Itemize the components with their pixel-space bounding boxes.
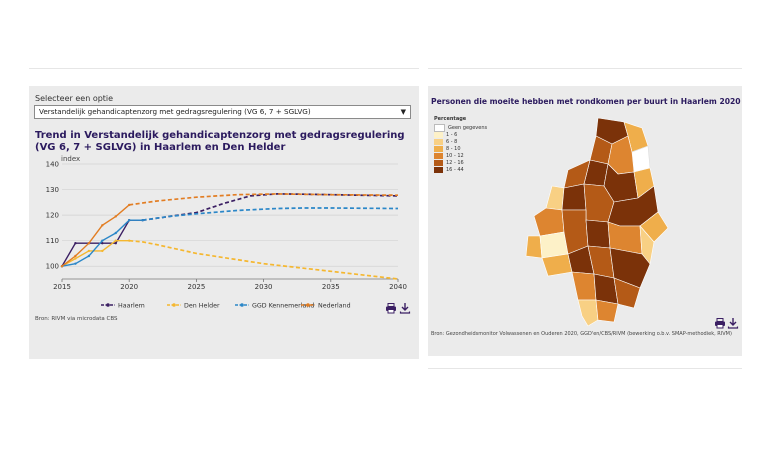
x-tick-label: 2040 — [389, 283, 407, 291]
legend-swatch — [434, 131, 443, 138]
x-tick-label: 2030 — [255, 283, 273, 291]
data-point — [101, 242, 104, 245]
dropdown-value: Verstandelijk gehandicaptenzorg met gedr… — [39, 107, 311, 116]
legend-swatch — [434, 145, 443, 152]
x-tick-label: 2015 — [53, 283, 71, 291]
series-line-projected — [129, 239, 399, 280]
bottom-divider-right — [428, 368, 742, 369]
data-point — [87, 254, 91, 258]
haarlem-map — [525, 117, 669, 327]
legend-title: Percentage — [434, 116, 467, 122]
legend-label: 12 - 16 — [446, 159, 464, 166]
legend-item[interactable]: Haarlem — [101, 303, 145, 310]
download-icon[interactable] — [399, 302, 411, 314]
legend-label: 1 - 6 — [446, 131, 458, 138]
legend-label: Haarlem — [118, 303, 145, 310]
chart-source: Bron: RIVM via microdata CBS — [35, 316, 118, 322]
legend-marker — [240, 303, 244, 307]
top-divider-left — [29, 68, 419, 69]
top-divider-right — [428, 68, 742, 69]
map-source: Bron: Gezondheidsmonitor Volwassenen en … — [431, 331, 732, 337]
data-point — [74, 262, 77, 265]
legend-item: 1 - 6 — [434, 131, 487, 138]
y-tick-label: 110 — [46, 237, 59, 245]
print-icon[interactable] — [385, 302, 397, 314]
legend-item[interactable]: GGD Kennemerland — [235, 303, 314, 310]
legend-marker — [306, 303, 310, 307]
option-dropdown[interactable]: Verstandelijk gehandicaptenzorg met gedr… — [34, 105, 411, 119]
legend-label: GGD Kennemerland — [252, 303, 314, 310]
y-tick-label: 100 — [46, 263, 59, 271]
legend-item: 8 - 10 — [434, 145, 487, 152]
data-point — [114, 239, 117, 242]
series-line-observed — [61, 204, 130, 267]
y-tick-label: 130 — [46, 186, 59, 194]
data-point — [60, 265, 64, 268]
legend-label: Den Helder — [184, 303, 220, 310]
series-line-projected — [129, 193, 399, 206]
print-icon[interactable] — [714, 317, 726, 329]
legend-item[interactable]: Den Helder — [167, 303, 220, 310]
x-tick-label: 2025 — [187, 283, 205, 291]
legend-label: 8 - 10 — [446, 145, 461, 152]
x-tick-label: 2020 — [120, 283, 138, 291]
legend-item[interactable]: Nederland — [301, 303, 351, 310]
chart-title: Trend in Verstandelijk gehandicaptenzorg… — [35, 130, 405, 153]
data-point — [101, 249, 104, 253]
series-line-projected — [142, 193, 399, 222]
data-point — [114, 242, 117, 245]
legend-item: Geen gegevens — [434, 123, 488, 132]
data-point — [101, 239, 104, 242]
data-point — [114, 231, 117, 235]
legend-swatch — [434, 166, 443, 173]
legend-label: Nederland — [318, 303, 351, 310]
legend-item: 12 - 16 — [434, 159, 487, 166]
legend-label: 16 - 44 — [446, 166, 464, 173]
data-point — [87, 242, 91, 245]
legend-swatch — [434, 152, 443, 159]
series-line-observed — [61, 240, 130, 267]
data-point — [101, 224, 104, 227]
download-icon[interactable] — [727, 317, 739, 329]
legend-label: 6 - 8 — [446, 138, 458, 145]
data-point — [74, 257, 77, 260]
legend-label: 10 - 12 — [446, 152, 464, 159]
map-title: Personen die moeite hebben met rondkomen… — [431, 97, 741, 106]
data-point — [114, 215, 117, 218]
legend-item: 16 - 44 — [434, 166, 487, 173]
y-tick-label: 120 — [46, 212, 59, 220]
legend-item: 10 - 12 — [434, 152, 487, 159]
legend-swatch — [434, 123, 445, 132]
data-point — [128, 219, 131, 222]
series-line-projected — [142, 207, 399, 222]
y-tick-label: 140 — [46, 161, 59, 169]
x-tick-label: 2035 — [322, 283, 340, 291]
legend-swatch — [434, 159, 443, 166]
map-panel: Personen die moeite hebben met rondkomen… — [428, 86, 742, 356]
trend-chart-panel: Selecteer een optie Verstandelijk gehand… — [29, 86, 419, 359]
legend-marker — [172, 303, 176, 307]
neighbourhood-polygons — [525, 117, 669, 327]
legend-marker — [106, 303, 110, 307]
legend-swatch — [434, 138, 443, 145]
data-point — [74, 242, 77, 245]
data-point — [74, 254, 77, 258]
chevron-down-icon: ▼ — [400, 108, 406, 116]
data-point — [87, 249, 91, 253]
legend-item: 6 - 8 — [434, 138, 487, 145]
select-label: Selecteer een optie — [35, 94, 114, 103]
legend-label: Geen gegevens — [448, 124, 488, 131]
y-axis-label: index — [61, 155, 81, 163]
